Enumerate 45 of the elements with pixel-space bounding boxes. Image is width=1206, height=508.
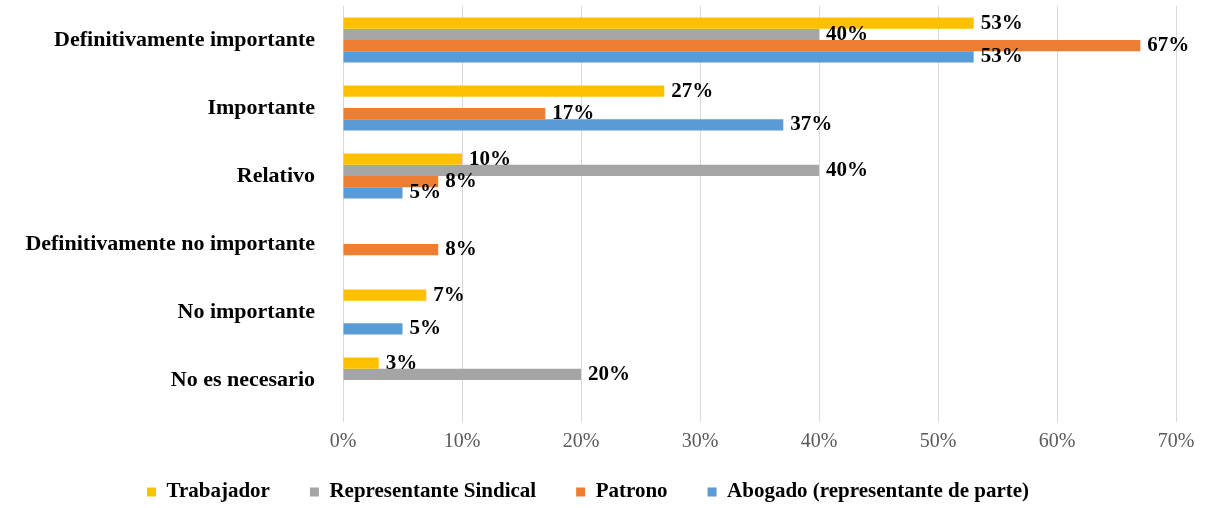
bar [343,119,784,131]
data-label: 53% [980,9,1023,34]
y-tick-label: No es necesario [170,365,315,391]
data-label: 17% [552,100,595,125]
data-label: 8% [445,168,477,193]
legend-label: Trabajador [166,478,270,503]
bar [343,244,439,256]
data-label: 10% [469,145,511,170]
legend-label: Patrono [595,478,668,503]
bar [343,368,581,380]
data-label: 37% [790,111,833,136]
data-label: 5% [409,179,441,204]
data-label: 7% [433,281,465,306]
legend-label: Representante Sindical [329,478,537,503]
data-label: 53% [980,43,1023,68]
x-tick-label: 50% [919,429,957,452]
data-label: 5% [409,315,441,340]
bar [343,85,665,97]
legend-label: Abogado (representante de parte) [727,478,1030,503]
x-tick-label: 60% [1038,429,1076,452]
bar [343,28,819,40]
bar [343,187,403,199]
y-tick-label: Relativo [236,161,315,187]
data-label: 8% [445,236,477,261]
x-tick-label: 10% [443,429,481,452]
bar [343,51,974,63]
bar [343,289,427,301]
bar [343,323,403,335]
y-tick-label: No importante [177,297,316,323]
x-tick-label: 0% [329,429,357,452]
x-tick-label: 20% [562,429,600,452]
y-tick-label: Definitivamente importante [54,25,316,51]
bar [343,108,546,120]
data-label: 27% [671,77,714,102]
bar [343,357,379,369]
x-tick-label: 70% [1157,429,1195,452]
bar [343,153,462,165]
data-label: 3% [385,349,418,374]
data-label: 67% [1147,32,1190,57]
data-label: 40% [826,156,868,181]
y-tick-label: Importante [207,93,316,119]
x-tick-label: 30% [681,429,719,452]
data-label: 20% [588,360,630,385]
y-tick-label: Definitivamente no importante [25,229,316,255]
x-tick-label: 40% [800,429,838,452]
